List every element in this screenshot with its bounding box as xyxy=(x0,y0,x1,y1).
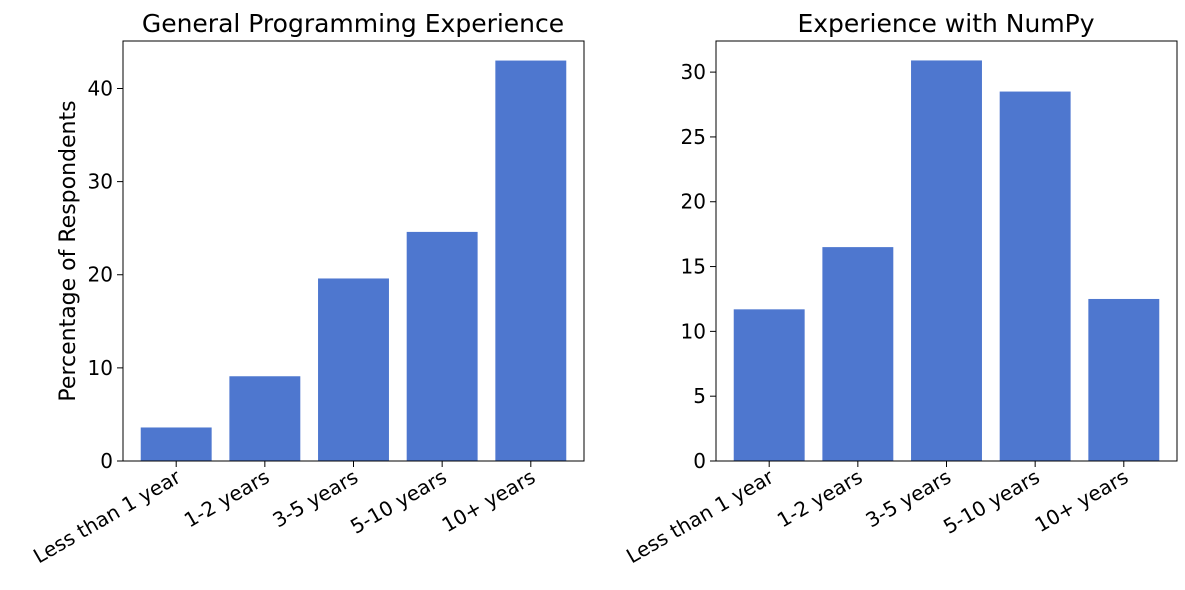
y-axis-ticks: 0 10 20 30 40 xyxy=(88,76,123,473)
x-tick-label: Less than 1 year xyxy=(622,464,778,568)
bar xyxy=(733,309,805,461)
chart-numpy-experience: Experience with NumPy 0 5 10 15 20 25 30 Less … xyxy=(622,9,1178,568)
x-tick-label: 1-2 years xyxy=(180,465,273,533)
x-tick-label: 10+ years xyxy=(438,465,540,538)
chart-general-programming: General Programming Experience Percentag… xyxy=(29,9,585,568)
bar xyxy=(822,247,894,461)
x-tick-label: 1-2 years xyxy=(773,465,866,533)
y-tick-label: 30 xyxy=(681,60,706,84)
chart-title: Experience with NumPy xyxy=(797,9,1094,38)
y-tick-label: 40 xyxy=(88,76,113,100)
x-tick-label: 10+ years xyxy=(1031,465,1133,538)
bar xyxy=(318,278,389,461)
x-tick-label: 5-10 years xyxy=(346,465,450,539)
x-tick-label: Less than 1 year xyxy=(29,464,185,568)
y-tick-label: 30 xyxy=(88,170,113,194)
y-tick-label: 5 xyxy=(693,384,706,408)
bar xyxy=(1088,298,1160,461)
bars xyxy=(733,60,1160,462)
y-tick-label: 0 xyxy=(693,449,706,473)
y-tick-label: 10 xyxy=(681,319,706,343)
bar xyxy=(999,91,1071,462)
bar xyxy=(406,231,478,461)
y-tick-label: 25 xyxy=(681,125,706,149)
x-tick-label: 5-10 years xyxy=(939,465,1043,539)
y-axis-label: Percentage of Respondents xyxy=(56,100,81,401)
bar xyxy=(229,376,301,461)
axes-frame xyxy=(715,40,1178,462)
y-tick-label: 15 xyxy=(681,255,706,279)
y-tick-label: 20 xyxy=(88,263,113,287)
y-tick-label: 10 xyxy=(88,356,113,380)
axes-frame xyxy=(122,40,585,462)
y-axis-ticks: 0 5 10 15 20 25 30 xyxy=(681,60,716,473)
bar xyxy=(140,427,212,461)
y-tick-label: 20 xyxy=(681,190,706,214)
y-tick-label: 0 xyxy=(100,449,113,473)
bar xyxy=(911,60,982,461)
chart-title: General Programming Experience xyxy=(142,9,564,38)
bars xyxy=(140,60,567,461)
bar xyxy=(495,60,567,461)
